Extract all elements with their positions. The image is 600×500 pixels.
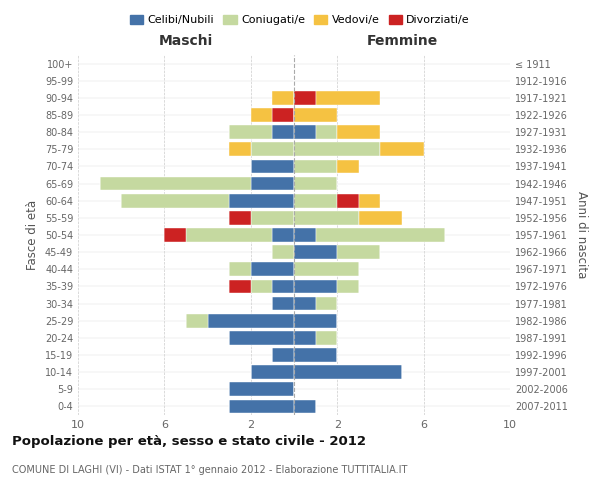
Bar	[294, 262, 359, 276]
Bar	[229, 211, 251, 224]
Bar	[294, 108, 337, 122]
Bar	[229, 194, 294, 207]
Y-axis label: Fasce di età: Fasce di età	[26, 200, 39, 270]
Bar	[229, 126, 272, 139]
Bar	[316, 126, 337, 139]
Bar	[229, 142, 251, 156]
Bar	[359, 194, 380, 207]
Bar	[316, 91, 380, 104]
Bar	[294, 126, 316, 139]
Bar	[294, 348, 337, 362]
Legend: Celibi/Nubili, Coniugati/e, Vedovi/e, Divorziati/e: Celibi/Nubili, Coniugati/e, Vedovi/e, Di…	[125, 10, 475, 30]
Bar	[294, 331, 316, 344]
Bar	[337, 160, 359, 173]
Text: Maschi: Maschi	[159, 34, 213, 48]
Bar	[294, 314, 337, 328]
Bar	[251, 262, 294, 276]
Bar	[272, 228, 294, 242]
Bar	[294, 91, 316, 104]
Bar	[337, 194, 359, 207]
Bar	[251, 108, 272, 122]
Bar	[272, 348, 294, 362]
Bar	[294, 194, 337, 207]
Bar	[229, 331, 294, 344]
Bar	[272, 280, 294, 293]
Bar	[359, 211, 402, 224]
Bar	[316, 331, 337, 344]
Bar	[208, 314, 294, 328]
Bar	[251, 160, 294, 173]
Bar	[294, 160, 337, 173]
Bar	[337, 280, 359, 293]
Bar	[251, 176, 294, 190]
Bar	[294, 228, 316, 242]
Bar	[251, 142, 294, 156]
Bar	[294, 211, 359, 224]
Text: COMUNE DI LAGHI (VI) - Dati ISTAT 1° gennaio 2012 - Elaborazione TUTTITALIA.IT: COMUNE DI LAGHI (VI) - Dati ISTAT 1° gen…	[12, 465, 407, 475]
Bar	[272, 91, 294, 104]
Bar	[251, 366, 294, 379]
Text: Femmine: Femmine	[367, 34, 437, 48]
Bar	[272, 296, 294, 310]
Bar	[294, 400, 316, 413]
Bar	[294, 142, 380, 156]
Bar	[316, 296, 337, 310]
Y-axis label: Anni di nascita: Anni di nascita	[575, 192, 587, 278]
Bar	[272, 246, 294, 259]
Bar	[294, 176, 337, 190]
Bar	[229, 262, 251, 276]
Bar	[186, 314, 208, 328]
Bar	[294, 246, 337, 259]
Bar	[121, 194, 229, 207]
Bar	[164, 228, 186, 242]
Text: Popolazione per età, sesso e stato civile - 2012: Popolazione per età, sesso e stato civil…	[12, 435, 366, 448]
Bar	[380, 142, 424, 156]
Bar	[229, 280, 251, 293]
Bar	[251, 211, 294, 224]
Bar	[294, 296, 316, 310]
Bar	[272, 126, 294, 139]
Bar	[100, 176, 251, 190]
Bar	[272, 108, 294, 122]
Bar	[337, 246, 380, 259]
Bar	[294, 366, 402, 379]
Bar	[186, 228, 272, 242]
Bar	[337, 126, 380, 139]
Bar	[251, 280, 272, 293]
Bar	[229, 400, 294, 413]
Bar	[294, 280, 337, 293]
Bar	[229, 382, 294, 396]
Bar	[316, 228, 445, 242]
